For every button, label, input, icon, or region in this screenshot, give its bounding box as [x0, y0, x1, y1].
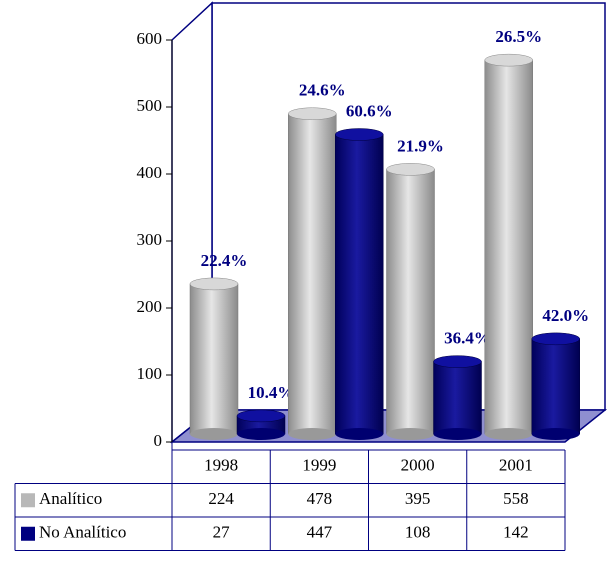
legend-label: Analítico — [39, 489, 102, 508]
bar-top — [531, 332, 580, 346]
bar — [484, 59, 533, 435]
y-tick-label: 500 — [137, 96, 163, 115]
table-value: 478 — [307, 489, 333, 508]
bar-top — [236, 409, 286, 423]
data-label: 21.9% — [397, 136, 444, 155]
bar-foot — [531, 428, 580, 440]
bar-foot — [237, 428, 285, 440]
x-tick-label: 1998 — [204, 456, 238, 475]
table-value: 108 — [405, 523, 431, 542]
y-tick-label: 200 — [137, 297, 163, 316]
y-tick-label: 400 — [137, 163, 163, 182]
y-tick-label: 100 — [137, 364, 163, 383]
bar — [531, 338, 580, 435]
x-tick-label: 2000 — [401, 456, 435, 475]
data-label: 10.4% — [248, 383, 295, 402]
bar-foot — [484, 428, 533, 440]
bar-top — [484, 53, 533, 67]
table-value: 224 — [208, 489, 234, 508]
bar-top — [335, 128, 384, 141]
data-label: 42.0% — [542, 306, 589, 325]
bar-top — [433, 355, 482, 368]
bar — [288, 113, 337, 435]
bar-top — [386, 163, 435, 176]
bar — [189, 283, 239, 435]
data-label: 60.6% — [346, 101, 393, 120]
table-value: 558 — [503, 489, 529, 508]
x-tick-label: 2001 — [499, 456, 533, 475]
bar — [386, 169, 435, 435]
bar-foot — [335, 428, 384, 440]
table-value: 447 — [307, 523, 333, 542]
table-value: 27 — [213, 523, 231, 542]
bar-foot — [386, 428, 435, 440]
bar — [335, 134, 384, 435]
data-label: 26.5% — [495, 27, 542, 46]
table-value: 395 — [405, 489, 431, 508]
legend-swatch — [21, 493, 35, 508]
y-tick-label: 0 — [154, 431, 163, 450]
bar-foot — [433, 428, 482, 440]
y-tick-label: 600 — [137, 29, 163, 48]
bar-top — [189, 277, 239, 291]
table-value: 142 — [503, 523, 529, 542]
data-label: 36.4% — [444, 329, 491, 348]
bar-foot — [190, 428, 238, 440]
data-label: 24.6% — [299, 81, 346, 100]
bar-top — [288, 107, 337, 120]
legend-swatch — [21, 526, 35, 541]
y-tick-label: 300 — [137, 230, 163, 249]
x-tick-label: 1999 — [302, 456, 336, 475]
data-label: 22.4% — [201, 251, 248, 270]
bar-foot — [288, 428, 337, 440]
bar — [433, 361, 482, 435]
legend-label: No Analítico — [39, 523, 126, 542]
